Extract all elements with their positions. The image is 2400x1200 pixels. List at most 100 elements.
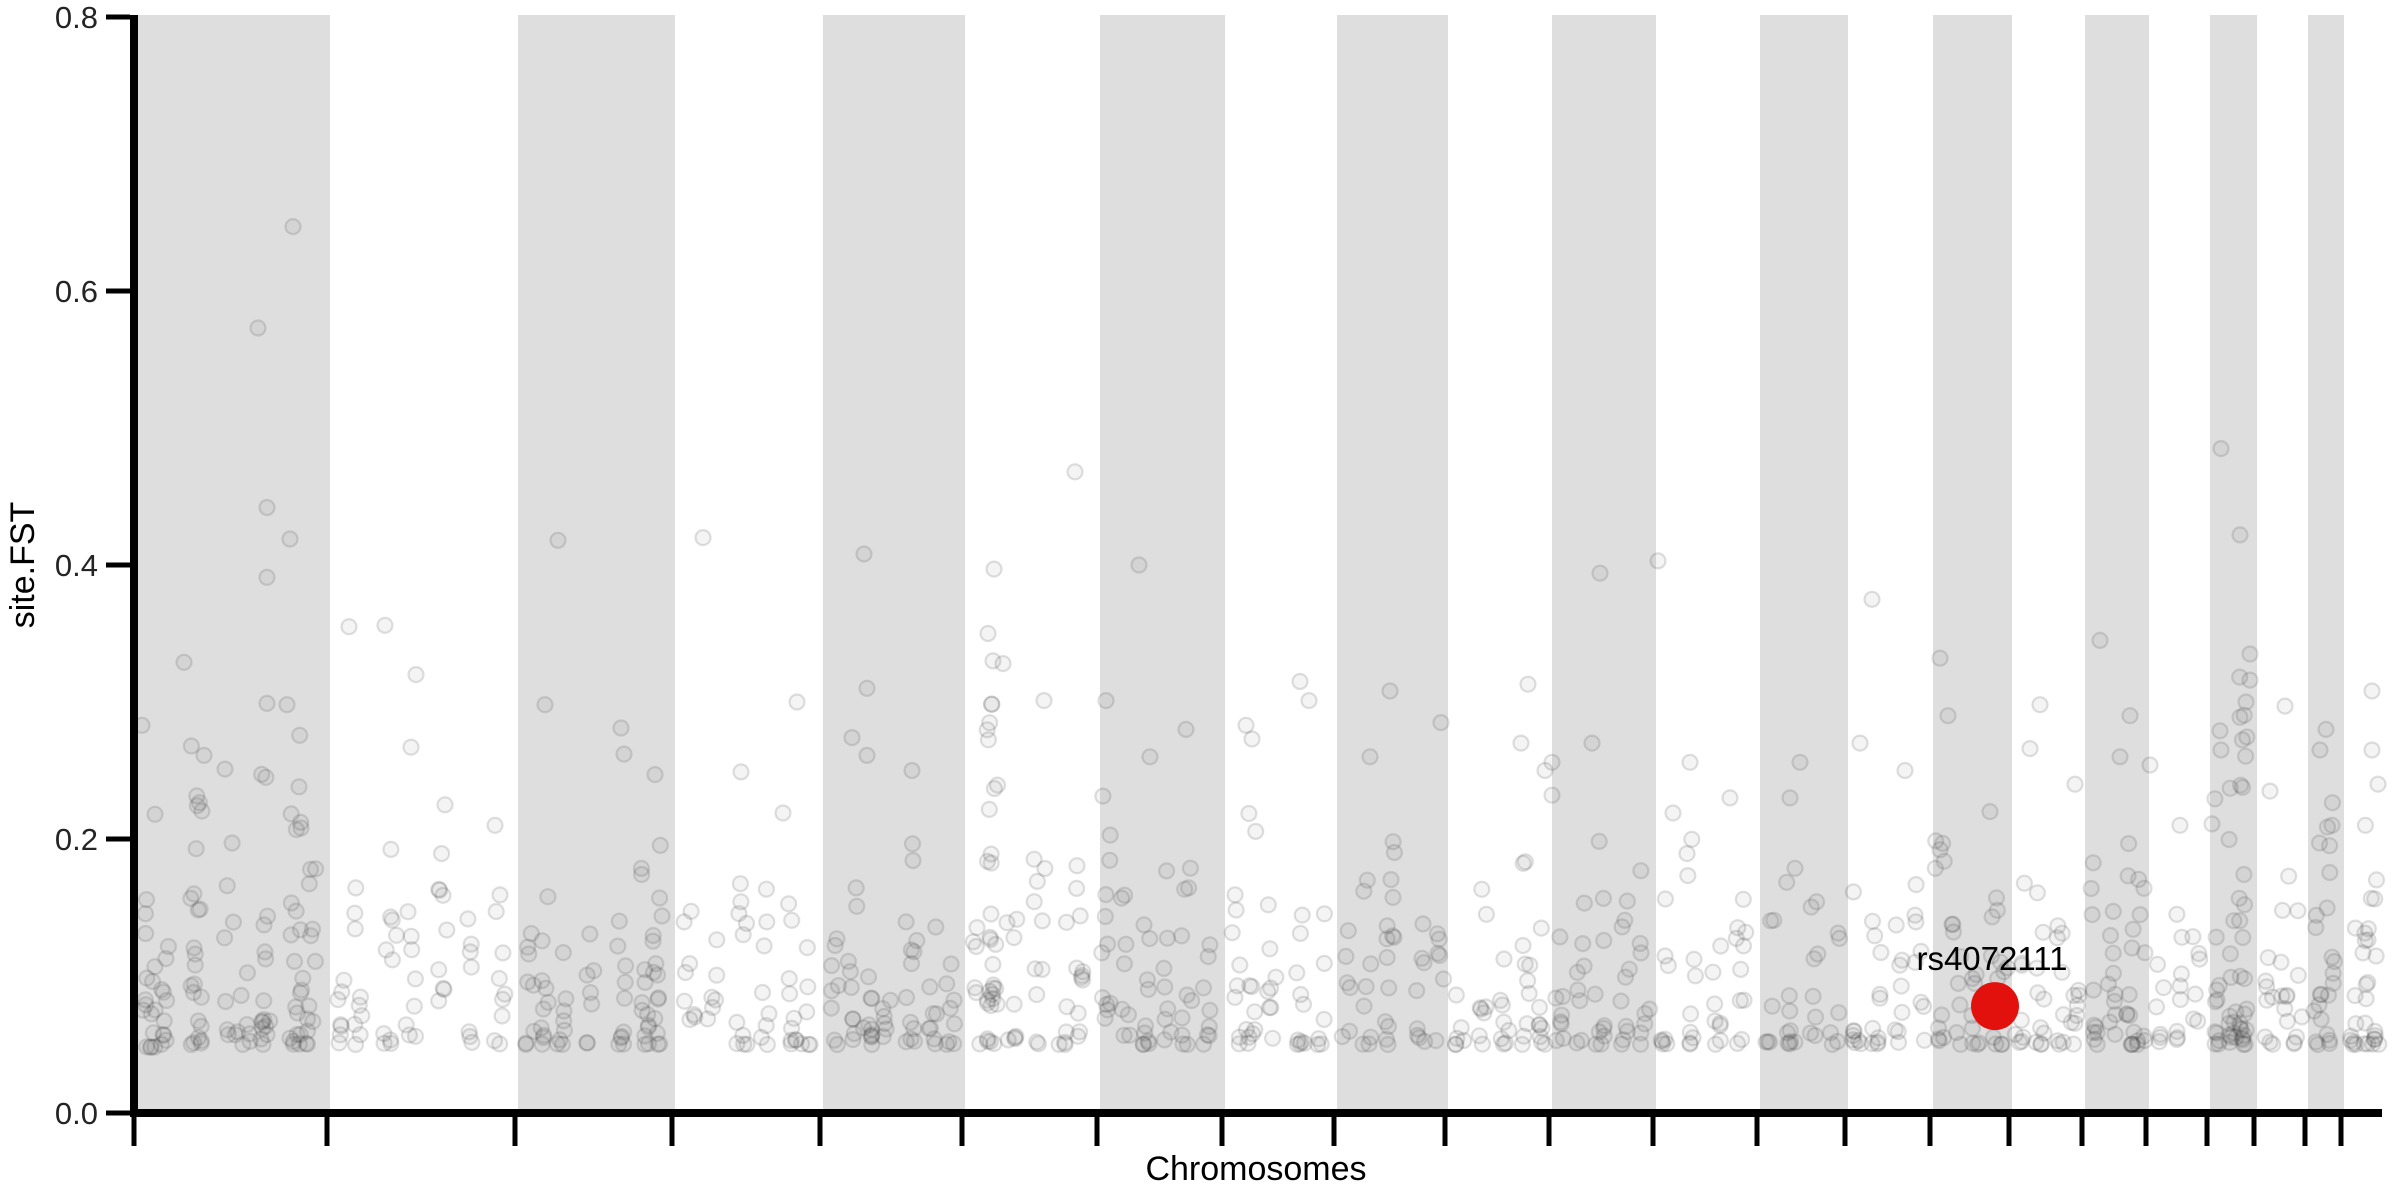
data-point bbox=[734, 1026, 752, 1045]
data-point bbox=[1239, 1034, 1257, 1053]
data-point bbox=[632, 865, 651, 884]
chromosome-band-7 bbox=[1100, 15, 1225, 1109]
data-point bbox=[290, 778, 308, 796]
data-point bbox=[2317, 720, 2335, 739]
data-point bbox=[1728, 1034, 1747, 1053]
data-point bbox=[903, 761, 921, 780]
data-point bbox=[2141, 756, 2159, 774]
data-point bbox=[306, 952, 324, 971]
data-point bbox=[1355, 997, 1373, 1015]
data-point bbox=[1415, 954, 1433, 972]
data-point bbox=[788, 693, 806, 711]
data-point bbox=[967, 937, 985, 956]
data-point bbox=[1068, 857, 1086, 875]
data-point bbox=[1583, 734, 1601, 752]
data-point bbox=[581, 983, 600, 1002]
data-point bbox=[1952, 948, 1970, 966]
data-point bbox=[2235, 1005, 2254, 1023]
data-point bbox=[1358, 871, 1376, 889]
x-tick-chr19 bbox=[2204, 1117, 2210, 1146]
data-point bbox=[2367, 947, 2385, 965]
data-point bbox=[1613, 918, 1631, 936]
data-point bbox=[994, 654, 1012, 673]
data-point bbox=[1929, 1030, 1948, 1048]
data-point bbox=[2238, 728, 2256, 746]
data-point bbox=[383, 911, 401, 929]
data-point bbox=[1473, 880, 1491, 898]
highlight-layer: rs4072111 bbox=[1916, 940, 2068, 1031]
data-point bbox=[1098, 1001, 1117, 1019]
data-point bbox=[1378, 930, 1396, 948]
data-point bbox=[1201, 936, 1219, 954]
x-tick-chr11 bbox=[1546, 1117, 1552, 1146]
x-tick-chr1 bbox=[131, 1117, 137, 1146]
data-point bbox=[1636, 1004, 1654, 1023]
data-point bbox=[258, 568, 276, 586]
data-point bbox=[1340, 1022, 1359, 1040]
data-point bbox=[192, 1034, 210, 1052]
data-point bbox=[967, 983, 985, 1002]
data-point bbox=[686, 1008, 704, 1026]
data-point bbox=[2168, 1022, 2186, 1041]
data-point bbox=[288, 1025, 306, 1044]
data-point bbox=[1779, 1034, 1797, 1052]
data-point bbox=[1595, 1019, 1613, 1038]
data-point bbox=[1963, 969, 1982, 988]
data-point bbox=[2356, 932, 2374, 950]
data-point bbox=[261, 1012, 279, 1030]
data-point bbox=[2220, 1026, 2239, 1044]
data-point bbox=[278, 696, 296, 714]
data-point bbox=[1520, 984, 1538, 1003]
data-point bbox=[648, 1024, 666, 1042]
data-point bbox=[1295, 1034, 1314, 1052]
data-point bbox=[985, 560, 1003, 578]
data-point bbox=[1069, 1004, 1087, 1022]
data-point bbox=[982, 854, 1000, 872]
data-point bbox=[1998, 959, 2017, 977]
data-point bbox=[988, 776, 1007, 794]
data-point bbox=[694, 528, 712, 547]
data-point bbox=[1452, 1018, 1470, 1037]
data-point bbox=[1291, 924, 1310, 943]
data-point bbox=[1355, 882, 1373, 900]
data-point bbox=[982, 845, 1000, 863]
data-point bbox=[2208, 991, 2226, 1009]
data-point bbox=[383, 951, 401, 969]
data-point bbox=[519, 938, 537, 956]
data-point bbox=[2125, 1023, 2143, 1041]
data-point bbox=[1965, 974, 1984, 993]
data-point bbox=[1612, 1035, 1631, 1053]
data-point bbox=[1360, 1035, 1378, 1053]
data-point bbox=[826, 936, 844, 955]
data-point bbox=[1829, 924, 1847, 942]
data-point bbox=[1681, 753, 1699, 771]
data-point bbox=[2210, 976, 2228, 995]
data-point bbox=[2222, 968, 2240, 987]
data-point bbox=[2029, 984, 2047, 1002]
data-point bbox=[2128, 1032, 2147, 1050]
data-point bbox=[382, 1034, 400, 1053]
data-point bbox=[1471, 999, 1489, 1017]
data-point bbox=[2054, 1005, 2073, 1024]
data-point bbox=[191, 900, 209, 918]
x-tick-chr5 bbox=[817, 1117, 823, 1146]
data-point bbox=[731, 875, 750, 893]
data-point bbox=[1805, 950, 1823, 968]
data-point bbox=[2264, 1035, 2282, 1053]
data-point bbox=[2111, 748, 2129, 766]
data-point bbox=[1243, 1025, 1262, 1043]
data-point bbox=[1434, 970, 1453, 988]
chromosome-band-1 bbox=[137, 15, 330, 1109]
data-point bbox=[985, 1034, 1003, 1053]
data-point bbox=[226, 1026, 244, 1044]
data-point bbox=[2136, 944, 2154, 962]
data-point bbox=[258, 1025, 276, 1044]
data-point bbox=[964, 933, 982, 951]
data-point bbox=[999, 1031, 1017, 1049]
data-point bbox=[1178, 1035, 1196, 1054]
data-point bbox=[1134, 1035, 1153, 1053]
data-point bbox=[1362, 1028, 1380, 1046]
data-point bbox=[2013, 956, 2031, 974]
data-point bbox=[2066, 775, 2084, 793]
data-point bbox=[875, 1007, 893, 1026]
